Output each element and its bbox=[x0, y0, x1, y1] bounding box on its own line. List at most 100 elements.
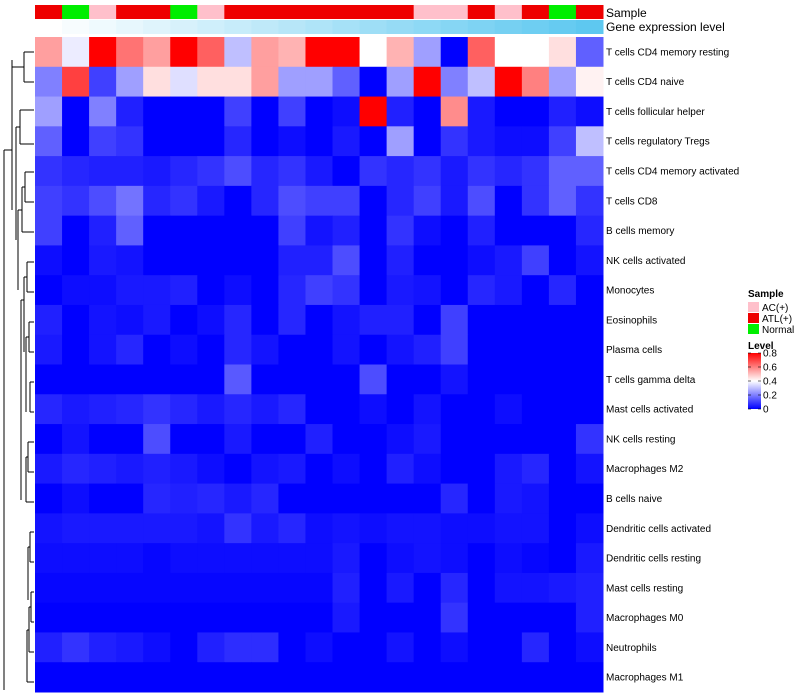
heatmap-cell bbox=[359, 602, 388, 633]
heatmap-cell bbox=[89, 66, 117, 98]
dendrogram-branch bbox=[26, 629, 34, 683]
heatmap-cell bbox=[143, 572, 171, 604]
gene-expression-cell bbox=[359, 20, 388, 34]
heatmap-cell bbox=[116, 334, 144, 365]
heatmap-cell bbox=[413, 364, 442, 395]
row-label: Mast cells activated bbox=[606, 405, 693, 416]
sample-annotation-cell bbox=[440, 5, 469, 19]
sample-annotation-cell bbox=[197, 5, 225, 19]
heatmap-cell bbox=[467, 126, 496, 157]
heatmap-cell bbox=[143, 513, 171, 544]
gene-expression-cell bbox=[305, 20, 334, 34]
dendrogram-branch bbox=[21, 186, 34, 233]
heatmap-cell bbox=[170, 483, 198, 514]
heatmap-cell bbox=[305, 275, 334, 306]
heatmap-cell bbox=[224, 245, 252, 276]
heatmap-cell bbox=[521, 156, 550, 187]
heatmap-cell bbox=[278, 424, 306, 455]
heatmap-cell bbox=[116, 483, 144, 514]
sample-legend: Sample AC(+)ATL(+)Normal bbox=[748, 289, 794, 336]
heatmap-cell bbox=[359, 304, 388, 336]
heatmap-cell bbox=[386, 572, 415, 604]
dendrogram-branch bbox=[30, 591, 34, 623]
heatmap-cell bbox=[359, 156, 388, 187]
heatmap-cell bbox=[332, 424, 361, 455]
gene-expression-cell bbox=[251, 20, 279, 34]
heatmap-cell bbox=[224, 126, 252, 157]
heatmap-cell bbox=[35, 364, 63, 395]
heatmap-cell bbox=[197, 453, 225, 485]
heatmap-cell bbox=[197, 602, 225, 633]
heatmap-cell bbox=[35, 126, 63, 157]
heatmap-cell bbox=[440, 66, 469, 98]
heatmap-cell bbox=[89, 334, 117, 365]
heatmap-cell bbox=[467, 602, 496, 633]
heatmap-cell bbox=[548, 185, 577, 217]
heatmap-cell bbox=[251, 453, 279, 485]
heatmap-cell bbox=[467, 513, 496, 544]
heatmap-cell bbox=[62, 572, 90, 604]
heatmap-cell bbox=[440, 572, 469, 604]
heatmap-cell bbox=[359, 424, 388, 455]
heatmap-cell bbox=[143, 543, 171, 574]
heatmap-cell bbox=[62, 215, 90, 246]
heatmap-cell bbox=[386, 453, 415, 485]
heatmap-cell bbox=[278, 215, 306, 246]
heatmap-cell bbox=[521, 483, 550, 514]
heatmap-cell bbox=[170, 37, 198, 68]
heatmap-cell bbox=[224, 334, 252, 365]
heatmap-cell bbox=[305, 126, 334, 157]
heatmap-cell bbox=[440, 632, 469, 663]
gene-expression-cell bbox=[386, 20, 415, 34]
heatmap-cell bbox=[197, 96, 225, 127]
heatmap-cell bbox=[440, 126, 469, 157]
heatmap-cell bbox=[440, 662, 469, 693]
heatmap-cell bbox=[305, 37, 334, 68]
heatmap-cell bbox=[494, 66, 523, 98]
heatmap-cell bbox=[494, 185, 523, 217]
heatmap-cell bbox=[251, 37, 279, 68]
heatmap-cell bbox=[332, 37, 361, 68]
heatmap-cell bbox=[251, 394, 279, 425]
heatmap-cell bbox=[62, 126, 90, 157]
heatmap-cell bbox=[116, 245, 144, 276]
heatmap-cell bbox=[251, 424, 279, 455]
heatmap-cell bbox=[278, 364, 306, 395]
heatmap-cell bbox=[89, 96, 117, 127]
heatmap-cell bbox=[359, 543, 388, 574]
gene-expression-cell bbox=[332, 20, 361, 34]
heatmap-cell bbox=[521, 275, 550, 306]
heatmap-cell bbox=[143, 37, 171, 68]
heatmap-cell bbox=[467, 543, 496, 574]
heatmap-cell bbox=[305, 394, 334, 425]
heatmap-cell bbox=[575, 96, 604, 127]
heatmap-cell bbox=[278, 37, 306, 68]
gene-expression-cell bbox=[197, 20, 225, 34]
heatmap-cell bbox=[521, 96, 550, 127]
row-label: Mast cells resting bbox=[606, 583, 683, 594]
heatmap-cell bbox=[575, 394, 604, 425]
heatmap-cell bbox=[143, 96, 171, 127]
heatmap-cell bbox=[35, 632, 63, 663]
heatmap-cell bbox=[332, 96, 361, 127]
heatmap-cell bbox=[116, 96, 144, 127]
heatmap-cell bbox=[170, 602, 198, 633]
gene-expression-cell bbox=[89, 20, 117, 34]
sample-annotation-cell bbox=[521, 5, 550, 19]
row-labels: T cells CD4 memory resting T cells CD4 na… bbox=[606, 47, 739, 683]
gene-expression-cell bbox=[278, 20, 306, 34]
heatmap-cell bbox=[116, 543, 144, 574]
heatmap-cell bbox=[413, 453, 442, 485]
heatmap-cell bbox=[224, 364, 252, 395]
heatmap-cell bbox=[440, 215, 469, 246]
heatmap-cell bbox=[35, 96, 63, 127]
heatmap-cell bbox=[521, 37, 550, 68]
heatmap-cell bbox=[305, 334, 334, 365]
heatmap-cell bbox=[170, 245, 198, 276]
heatmap-cell bbox=[548, 453, 577, 485]
row-dendrogram bbox=[3, 51, 34, 690]
heatmap-cell bbox=[440, 424, 469, 455]
level-legend-title: Level bbox=[748, 341, 774, 352]
heatmap-cell bbox=[575, 37, 604, 68]
heatmap-cell bbox=[467, 215, 496, 246]
